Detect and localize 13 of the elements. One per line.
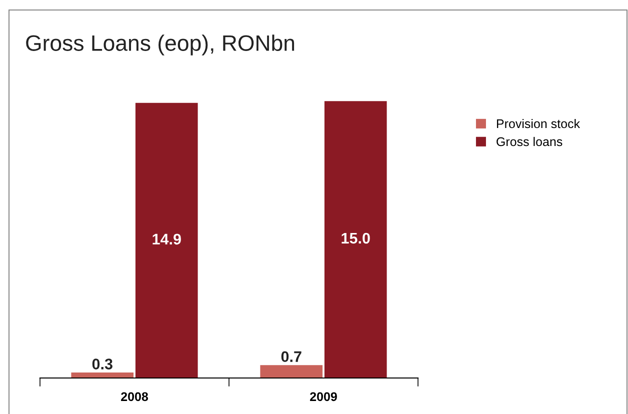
legend-label: Provision stock [496, 118, 580, 128]
bar [260, 365, 323, 378]
data-label: 15.0 [342, 232, 370, 244]
data-label: 0.3 [92, 358, 112, 370]
bar [135, 102, 198, 378]
data-label: 0.7 [281, 351, 302, 362]
data-label: 14.9 [152, 234, 181, 245]
x-tick-label: 2008 [121, 392, 148, 402]
x-tick-label: 2009 [310, 392, 337, 402]
legend-label: Gross loans [496, 136, 562, 146]
chart-title: Gross Loans (eop), RONbn [26, 34, 294, 56]
bar [324, 101, 387, 378]
bar [71, 372, 134, 378]
